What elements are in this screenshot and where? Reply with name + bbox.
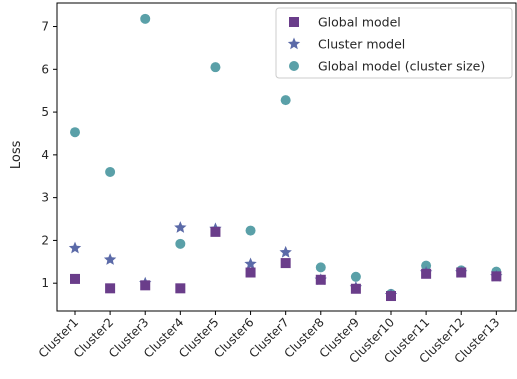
legend-marker-circle: [289, 61, 299, 71]
data-point-square: [350, 283, 361, 294]
legend-box: [275, 7, 513, 79]
data-point-square: [386, 291, 396, 302]
data-point-square: [140, 280, 151, 291]
data-point-square: [105, 283, 116, 294]
data-point-circle: [315, 262, 326, 273]
data-point-square: [315, 274, 326, 285]
data-point-square: [70, 273, 80, 284]
data-point-square: [280, 258, 291, 269]
legend-entry-label: Cluster model: [318, 37, 405, 52]
data-point-circle: [210, 62, 221, 73]
data-point-square: [421, 268, 432, 279]
legend-marker-star: [287, 37, 301, 50]
data-point-circle: [350, 271, 361, 282]
legend-marker-square: [289, 17, 299, 27]
data-point-square: [245, 267, 256, 278]
data-point-star: [279, 245, 292, 258]
data-point-circle: [140, 13, 151, 24]
legend: Global model Cluster model Global model (c…: [275, 7, 513, 79]
y-tick-label: 3: [41, 191, 49, 205]
y-tick-label: 7: [41, 20, 49, 34]
data-point-circle: [280, 95, 291, 106]
y-axis-label: Loss: [9, 140, 24, 169]
legend-entry-label: Global model (cluster size): [318, 59, 485, 74]
data-point-star: [174, 221, 187, 233]
data-point-star: [68, 241, 82, 254]
data-point-star: [244, 257, 257, 270]
x-axis-ticks: Cluster1Cluster2Cluster3Cluster4Cluster5…: [36, 311, 502, 366]
plot-frame: [56, 2, 517, 312]
y-tick-label: 2: [41, 233, 49, 247]
data-point-square: [175, 283, 186, 294]
y-axis-ticks: 1 2 3 4 5 6 7: [41, 20, 57, 290]
data-point-circle: [175, 238, 186, 249]
data-point-square: [456, 267, 467, 278]
y-tick-label: 5: [41, 105, 49, 119]
data-point-circle: [105, 166, 116, 177]
data-point-circle: [421, 260, 432, 271]
y-tick-label: 1: [41, 276, 49, 290]
data-point-circle: [70, 127, 80, 138]
data-marks: [68, 13, 503, 302]
data-point-square: [491, 271, 502, 282]
y-tick-label: 4: [41, 148, 49, 162]
legend-entry-label: Global model: [318, 15, 401, 30]
data-point-star: [103, 253, 117, 265]
y-tick-label: 6: [41, 62, 49, 76]
data-point-square: [210, 226, 221, 237]
data-point-circle: [245, 225, 256, 236]
